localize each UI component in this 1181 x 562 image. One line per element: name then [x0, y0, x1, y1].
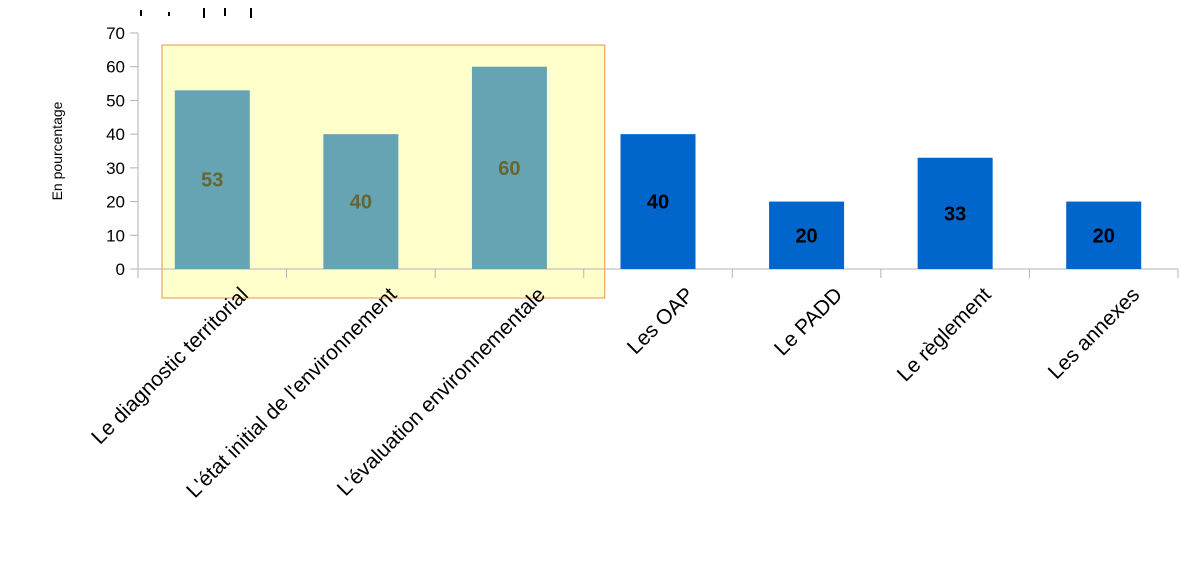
bar-2 — [471, 66, 547, 269]
title-fragment-mark-2 — [203, 8, 205, 18]
category-label-4: Le PADD — [770, 283, 847, 360]
data-label-0: 53 — [201, 170, 223, 192]
bar-6 — [1066, 201, 1142, 269]
data-label-2: 60 — [498, 158, 520, 180]
category-label-3: Les OAP — [623, 283, 699, 359]
bar-4 — [769, 201, 845, 269]
category-label-6: Les annexes — [1044, 283, 1144, 383]
title-fragment-mark-1 — [168, 12, 170, 16]
data-label-5: 33 — [944, 203, 966, 225]
category-label-5: Le règlement — [893, 283, 996, 386]
data-label-1: 40 — [350, 192, 372, 214]
y-axis: 0 10 20 30 40 50 60 70 — [106, 24, 139, 279]
y-tick-label-0: 0 — [116, 260, 125, 279]
data-label-6: 20 — [1093, 225, 1115, 247]
bar-1 — [323, 134, 399, 269]
bar-series — [174, 66, 1142, 269]
y-tick-label-20: 20 — [106, 193, 125, 212]
y-tick-label-70: 70 — [106, 24, 125, 43]
bar-5 — [917, 157, 993, 269]
title-fragment-mark-4 — [250, 8, 252, 18]
y-tick-label-10: 10 — [106, 226, 125, 245]
y-tick-label-30: 30 — [106, 159, 125, 178]
data-label-3: 40 — [647, 192, 669, 214]
chart-title-fragment — [140, 8, 252, 18]
title-fragment-mark-3 — [224, 8, 226, 16]
y-tick-label-60: 60 — [106, 58, 125, 77]
bar-3 — [620, 134, 696, 269]
title-fragment-mark-0 — [140, 10, 142, 16]
y-tick-label-50: 50 — [106, 91, 125, 110]
y-tick-label-40: 40 — [106, 125, 125, 144]
category-label-0: Le diagnostic territorial — [87, 283, 253, 449]
y-axis-title: En pourcentage — [49, 101, 65, 200]
bar-0 — [174, 90, 250, 269]
data-label-4: 20 — [795, 225, 817, 247]
data-labels: 53 40 60 40 20 33 20 — [201, 158, 1115, 247]
